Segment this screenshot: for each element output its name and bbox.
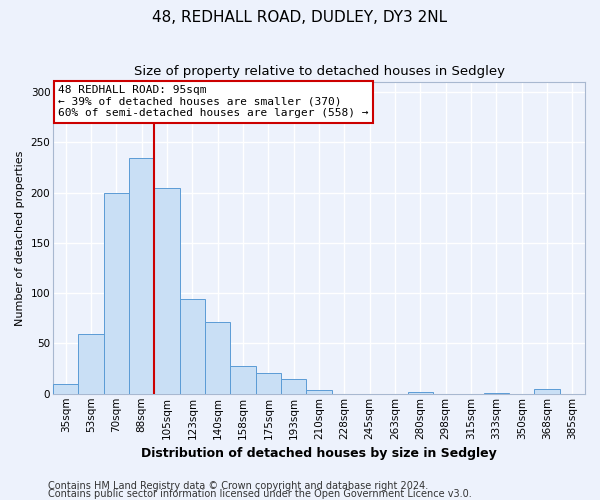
Text: 48, REDHALL ROAD, DUDLEY, DY3 2NL: 48, REDHALL ROAD, DUDLEY, DY3 2NL <box>152 10 448 25</box>
Text: Contains public sector information licensed under the Open Government Licence v3: Contains public sector information licen… <box>48 489 472 499</box>
Bar <box>407 392 433 394</box>
Bar <box>484 393 509 394</box>
Bar <box>104 192 129 394</box>
Bar <box>256 372 281 394</box>
Bar <box>535 388 560 394</box>
Bar <box>129 158 154 394</box>
Text: Contains HM Land Registry data © Crown copyright and database right 2024.: Contains HM Land Registry data © Crown c… <box>48 481 428 491</box>
Bar <box>53 384 79 394</box>
Bar <box>307 390 332 394</box>
Y-axis label: Number of detached properties: Number of detached properties <box>15 150 25 326</box>
Title: Size of property relative to detached houses in Sedgley: Size of property relative to detached ho… <box>134 65 505 78</box>
Bar <box>230 366 256 394</box>
Bar <box>205 322 230 394</box>
Text: 48 REDHALL ROAD: 95sqm
← 39% of detached houses are smaller (370)
60% of semi-de: 48 REDHALL ROAD: 95sqm ← 39% of detached… <box>58 85 369 118</box>
Bar <box>281 378 307 394</box>
Bar <box>79 334 104 394</box>
Bar <box>154 188 180 394</box>
X-axis label: Distribution of detached houses by size in Sedgley: Distribution of detached houses by size … <box>141 447 497 460</box>
Bar <box>180 299 205 394</box>
